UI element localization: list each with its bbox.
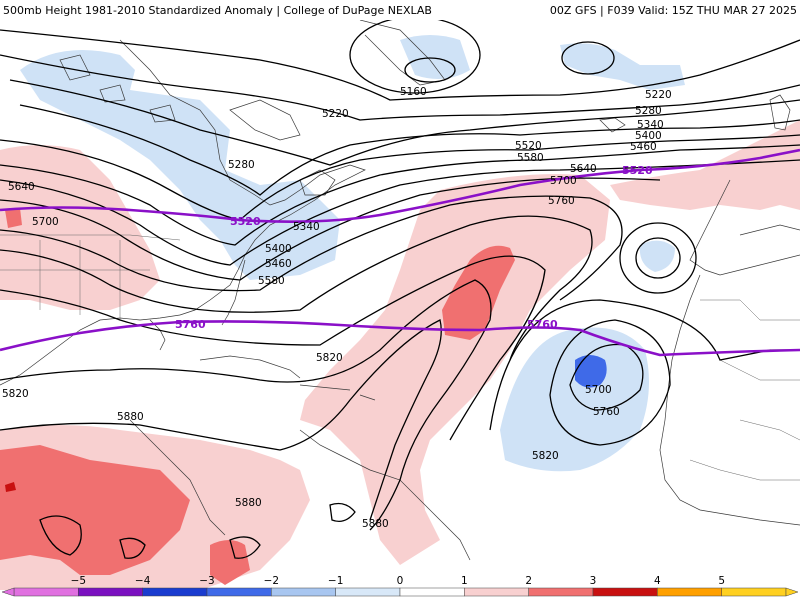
colorbar-swatch [464,587,529,597]
highlight-label-5760: 5760 [527,318,558,331]
model-valid-time: 00Z GFS | F039 Valid: 15Z THU MAR 27 202… [549,3,797,17]
contour-label-5880: 5880 [117,411,144,423]
colorbar-swatch [528,587,594,597]
colorbar-swatch [399,587,465,597]
contour-label-5640: 5640 [570,163,597,175]
political-borders [0,234,800,481]
anomaly-colorbar: −5 −4 −3 −2 −1 0 1 2 3 4 5 [1,575,799,597]
contour-label-5340: 5340 [293,221,320,233]
contour-label-5820: 5820 [316,352,343,364]
colorbar-swatch [271,587,336,597]
colorbar-tick-label: −4 [135,575,151,587]
contour-label-5220: 5220 [645,89,672,101]
contour-label-5460: 5460 [265,258,292,270]
contour-label-5580: 5580 [258,275,285,287]
negative-anomaly-shading [20,35,685,472]
colorbar-swatch [335,587,401,597]
colorbar-swatch [78,587,143,597]
colorbar-min-arrow [1,587,15,597]
colorbar-tick-label: −1 [328,575,343,587]
extreme-positive-anomaly-shading [5,482,16,492]
contour-label-5280: 5280 [228,159,255,171]
contour-labels: 5160 5220 5220 5280 5280 5340 5340 5400 … [2,86,672,530]
contour-label-5700: 5700 [32,216,59,228]
highlighted-contours [0,148,800,357]
colorbar-tick-label: −2 [264,575,279,587]
colorbar-swatches [1,587,799,597]
colorbar-max-arrow [785,587,799,597]
contour-label-5640: 5640 [8,181,35,193]
map-header: 500mb Height 1981-2010 Standardized Anom… [0,0,800,20]
contour-label-5280: 5280 [635,105,662,117]
contour-label-5700: 5700 [550,175,577,187]
contour-label-5820: 5820 [2,388,29,400]
highlight-label-5520: 5520 [230,215,261,228]
strong-negative-anomaly-shading [575,355,607,388]
contour-label-5160: 5160 [400,86,427,98]
contour-label-5580: 5580 [517,152,544,164]
colorbar-swatch [657,587,722,597]
contour-label-5520: 5520 [515,140,542,152]
colorbar-tick-label: 0 [397,575,404,587]
colorbar-tick-label: 1 [461,575,468,587]
contour-label-5460: 5460 [630,141,657,153]
contour-label-5880: 5880 [362,518,389,530]
colorbar-swatch [142,587,208,597]
contour-label-5400: 5400 [635,130,662,142]
map-title: 500mb Height 1981-2010 Standardized Anom… [3,3,432,17]
colorbar-swatch [592,587,658,597]
colorbar-ticks: −5 −4 −3 −2 −1 0 1 2 3 4 5 [71,575,725,587]
height-contours [0,20,800,559]
anomaly-map: 5160 5220 5220 5280 5280 5340 5340 5400 … [0,20,800,590]
contour-label-5400: 5400 [265,243,292,255]
contour-label-5760: 5760 [593,406,620,418]
colorbar-tick-label: 2 [525,575,532,587]
contour-label-5220: 5220 [322,108,349,120]
contour-label-5760: 5760 [548,195,575,207]
colorbar-swatch [206,587,272,597]
coastlines [0,20,800,561]
contour-label-5880: 5880 [235,497,262,509]
colorbar-swatch [13,587,79,597]
highlight-label-5760: 5760 [175,318,206,331]
colorbar-tick-label: 3 [590,575,597,587]
colorbar-swatch [721,587,787,597]
colorbar-tick-label: −5 [71,575,86,587]
highlight-label-5520: 5520 [622,164,653,177]
contour-label-5820: 5820 [532,450,559,462]
colorbar-tick-label: 5 [718,575,725,587]
colorbar-tick-label: 4 [654,575,661,587]
contour-label-5340: 5340 [637,119,664,131]
contour-label-5700: 5700 [585,384,612,396]
colorbar-tick-label: −3 [199,575,214,587]
